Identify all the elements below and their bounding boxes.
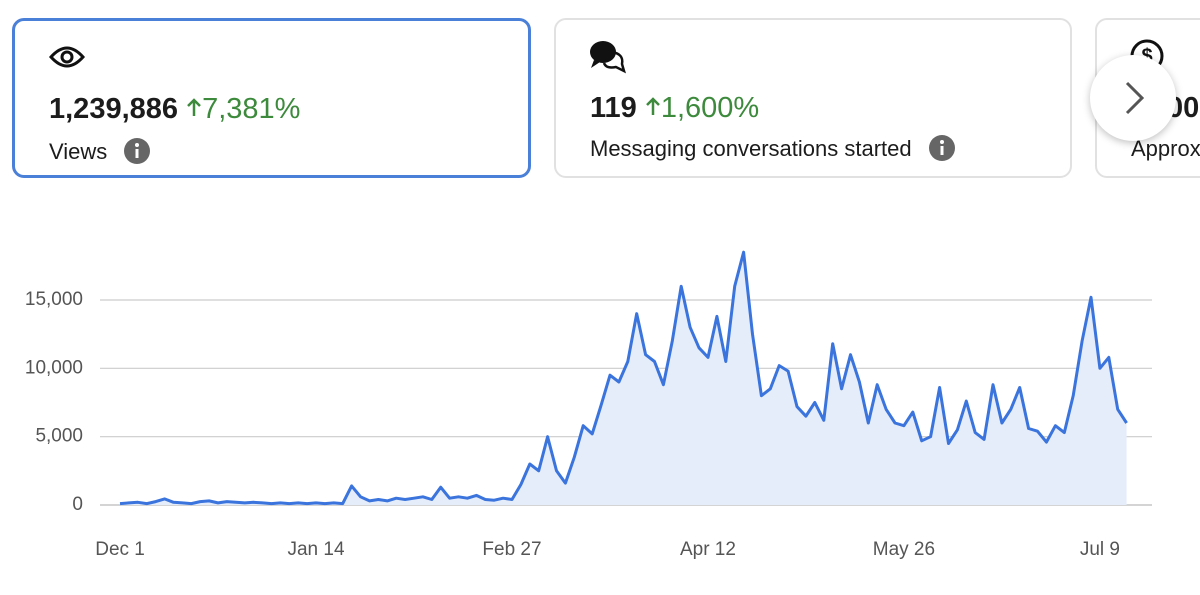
x-tick-label: Jan 14: [287, 539, 344, 560]
change: 7,381%: [202, 93, 301, 125]
metric-value: 1,239,886 7,381%: [49, 93, 300, 126]
x-tick-label: Dec 1: [95, 539, 145, 560]
y-tick-label: 5,000: [35, 426, 83, 447]
next-button[interactable]: [1090, 55, 1176, 141]
info-icon[interactable]: [928, 134, 956, 162]
x-tick-label: May 26: [873, 539, 935, 560]
metric-label: Approx: [1131, 136, 1200, 161]
value: 119: [590, 92, 637, 124]
chevron: [1125, 81, 1145, 115]
y-tick-label: 15,000: [25, 289, 83, 310]
chat-icon: [590, 41, 626, 74]
x-tick-label: Apr 12: [680, 539, 736, 560]
label: Views: [49, 139, 108, 164]
value: 1,239,886: [49, 93, 179, 125]
change: 1,600%: [660, 92, 760, 124]
metric-label: Messaging conversations started: [590, 134, 956, 162]
up-arrow: [645, 97, 660, 115]
x-tick-label: Jul 9: [1080, 539, 1120, 560]
metric-label: Views: [49, 137, 151, 165]
up-arrow: [187, 98, 201, 116]
views-card[interactable]: 1,239,886 7,381% Views: [12, 18, 531, 178]
area: [120, 252, 1127, 505]
y-tick-label: 10,000: [25, 357, 83, 378]
x-tick-label: Feb 27: [482, 539, 541, 560]
messaging-card[interactable]: 119 1,600% Messaging conversations start…: [554, 18, 1072, 178]
svg-text:$: $: [1141, 45, 1152, 67]
line: [119, 250, 1128, 506]
info-icon[interactable]: [123, 137, 151, 165]
eye-icon: [49, 46, 85, 68]
metric-value: 119 1,600%: [590, 92, 759, 125]
label: Messaging conversations started: [590, 136, 912, 161]
y-tick-label: 0: [72, 494, 83, 515]
